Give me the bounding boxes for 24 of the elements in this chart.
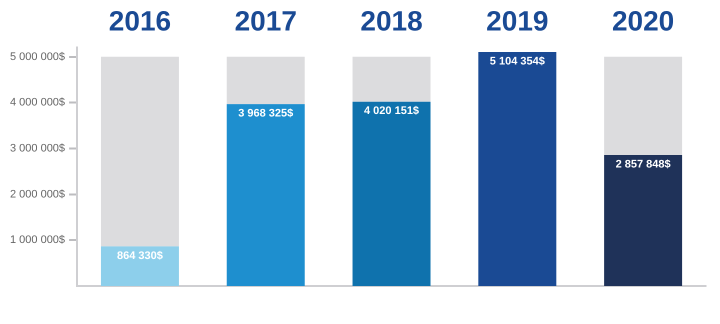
bar	[352, 56, 431, 102]
bar	[226, 56, 305, 104]
y-tick-label: 3 000 000$	[10, 142, 66, 154]
data-label: 4 020 151$	[364, 105, 420, 118]
data-label: 5 104 354$	[490, 56, 545, 68]
bar	[604, 154, 682, 286]
x-tick-label: 2020	[612, 6, 674, 37]
y-tick-label: 2 000 000$	[10, 188, 66, 200]
data-label: 2 857 848$	[616, 158, 671, 171]
x-tick-label: 2017	[234, 6, 297, 37]
y-tick-label: 1 000 000$	[10, 234, 66, 246]
x-tick-label: 2016	[108, 6, 172, 37]
bar	[100, 56, 179, 246]
y-tick-label: 4 000 000$	[10, 96, 66, 109]
x-tick-label: 2019	[486, 6, 548, 37]
bar	[604, 56, 682, 155]
bar	[226, 104, 305, 286]
bar	[100, 246, 179, 286]
bar	[478, 52, 556, 286]
y-tick-label: 5 000 000$	[10, 50, 66, 63]
data-label: 3 968 325$	[238, 108, 294, 120]
data-label: 864 330$	[117, 250, 163, 262]
bar	[352, 102, 431, 286]
x-tick-label: 2018	[360, 6, 423, 37]
